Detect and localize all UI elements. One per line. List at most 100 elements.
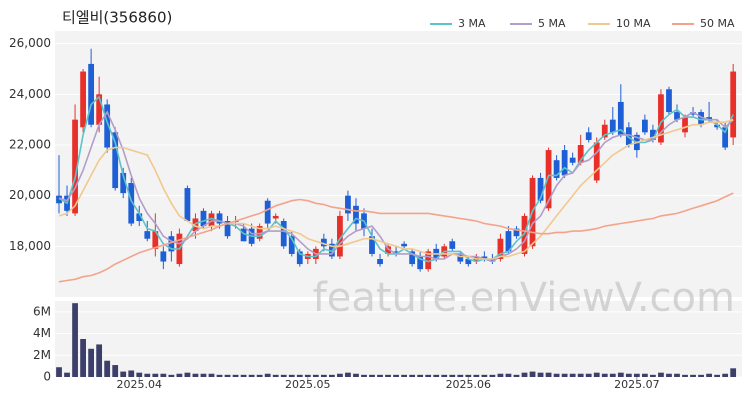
volume-bar (369, 374, 375, 377)
volume-bar (641, 373, 648, 377)
candle-body (256, 226, 263, 239)
chart-title: 티엘비(356860) (62, 9, 172, 27)
candle-body (674, 112, 680, 120)
volume-bar (280, 374, 287, 377)
ma-line (58, 118, 734, 260)
volume-bar (328, 374, 335, 377)
volume-bar (128, 370, 135, 377)
volume-bar (682, 374, 688, 377)
candle-body (320, 238, 327, 247)
volume-bar (601, 373, 608, 377)
volume-bar (264, 373, 271, 377)
candle-body (120, 172, 127, 194)
volume-bar (489, 374, 496, 377)
volume-bar (714, 374, 721, 377)
candle-body (489, 259, 496, 262)
candle-body (497, 238, 504, 259)
candle-body (625, 127, 632, 145)
volume-bar (248, 374, 255, 377)
volume-bar (320, 374, 327, 377)
volume-bar (465, 374, 472, 377)
candle-body (168, 236, 175, 252)
candle-body (569, 157, 576, 163)
candle-body (128, 183, 135, 224)
candle-body (72, 119, 78, 214)
candle-body (601, 124, 608, 138)
candle-body (690, 112, 696, 115)
volume-bar (112, 365, 119, 377)
candle-body (658, 94, 664, 143)
volume-bar (553, 373, 560, 377)
volume-bar (569, 373, 576, 377)
volume-bar (377, 374, 383, 377)
volume-bar (650, 374, 656, 377)
volume-bar (409, 374, 416, 377)
candle-body (505, 231, 512, 252)
candle-body (345, 195, 351, 214)
candle-body (208, 213, 215, 227)
candle-body (553, 160, 560, 178)
volume-bar (537, 372, 544, 377)
candle-body (465, 259, 472, 265)
candle-body (513, 228, 520, 237)
candle-body (593, 142, 600, 181)
volume-bar (449, 374, 456, 377)
volume-bar (674, 373, 680, 377)
volume-bar (441, 374, 448, 377)
candle-body (96, 94, 103, 125)
candle-body (393, 251, 399, 254)
candle-body (425, 251, 432, 270)
candle-body (682, 117, 688, 133)
volume-bar (160, 373, 167, 377)
x-tick-label: 2025.05 (285, 378, 331, 391)
candle-body (545, 150, 552, 209)
candle-body (449, 241, 456, 249)
candle-body (666, 89, 672, 113)
candle-body (706, 117, 712, 120)
volume-bar (136, 372, 143, 377)
volume-bar (56, 367, 62, 377)
candle-body (288, 236, 295, 254)
y-tick-label: 26,000 (9, 36, 51, 50)
volume-bar (609, 373, 616, 377)
volume-bar (401, 374, 408, 377)
volume-bar (168, 374, 175, 377)
volume-bar (529, 371, 536, 377)
volume-bar (625, 373, 632, 377)
volume-bar (521, 372, 528, 377)
candle-body (353, 205, 359, 224)
candle-body (136, 213, 143, 221)
volume-bar (393, 374, 399, 377)
volume-bar (192, 373, 199, 377)
candle-body (280, 221, 287, 247)
ma-line (58, 192, 734, 283)
volume-bar (64, 372, 70, 377)
legend-label: 10 MA (616, 17, 651, 30)
candle-body (216, 213, 223, 224)
candle-body (296, 251, 303, 265)
y-tick-label: 24,000 (9, 87, 51, 101)
candle-body (112, 132, 119, 189)
y-tick-label: 20,000 (9, 188, 51, 202)
volume-bar (240, 374, 247, 377)
volume-bar (690, 374, 696, 377)
candle-body (698, 112, 704, 125)
volume-tick-label: 6M (33, 304, 51, 318)
candle-body (409, 251, 416, 265)
volume-bar (272, 374, 279, 377)
candle-body (377, 259, 383, 265)
candle-body (385, 246, 391, 254)
volume-bar (513, 374, 520, 377)
ma-line (58, 110, 734, 263)
candle-body (585, 132, 592, 140)
volume-bar (312, 374, 319, 377)
volume-bar (658, 372, 664, 377)
candle-body (152, 231, 159, 249)
volume-pane (55, 301, 742, 377)
candle-body (401, 243, 408, 247)
volume-bar (184, 372, 191, 377)
candle-body (537, 177, 544, 201)
volume-bar (176, 373, 183, 377)
volume-bar (706, 373, 712, 377)
candle-body (184, 188, 191, 221)
